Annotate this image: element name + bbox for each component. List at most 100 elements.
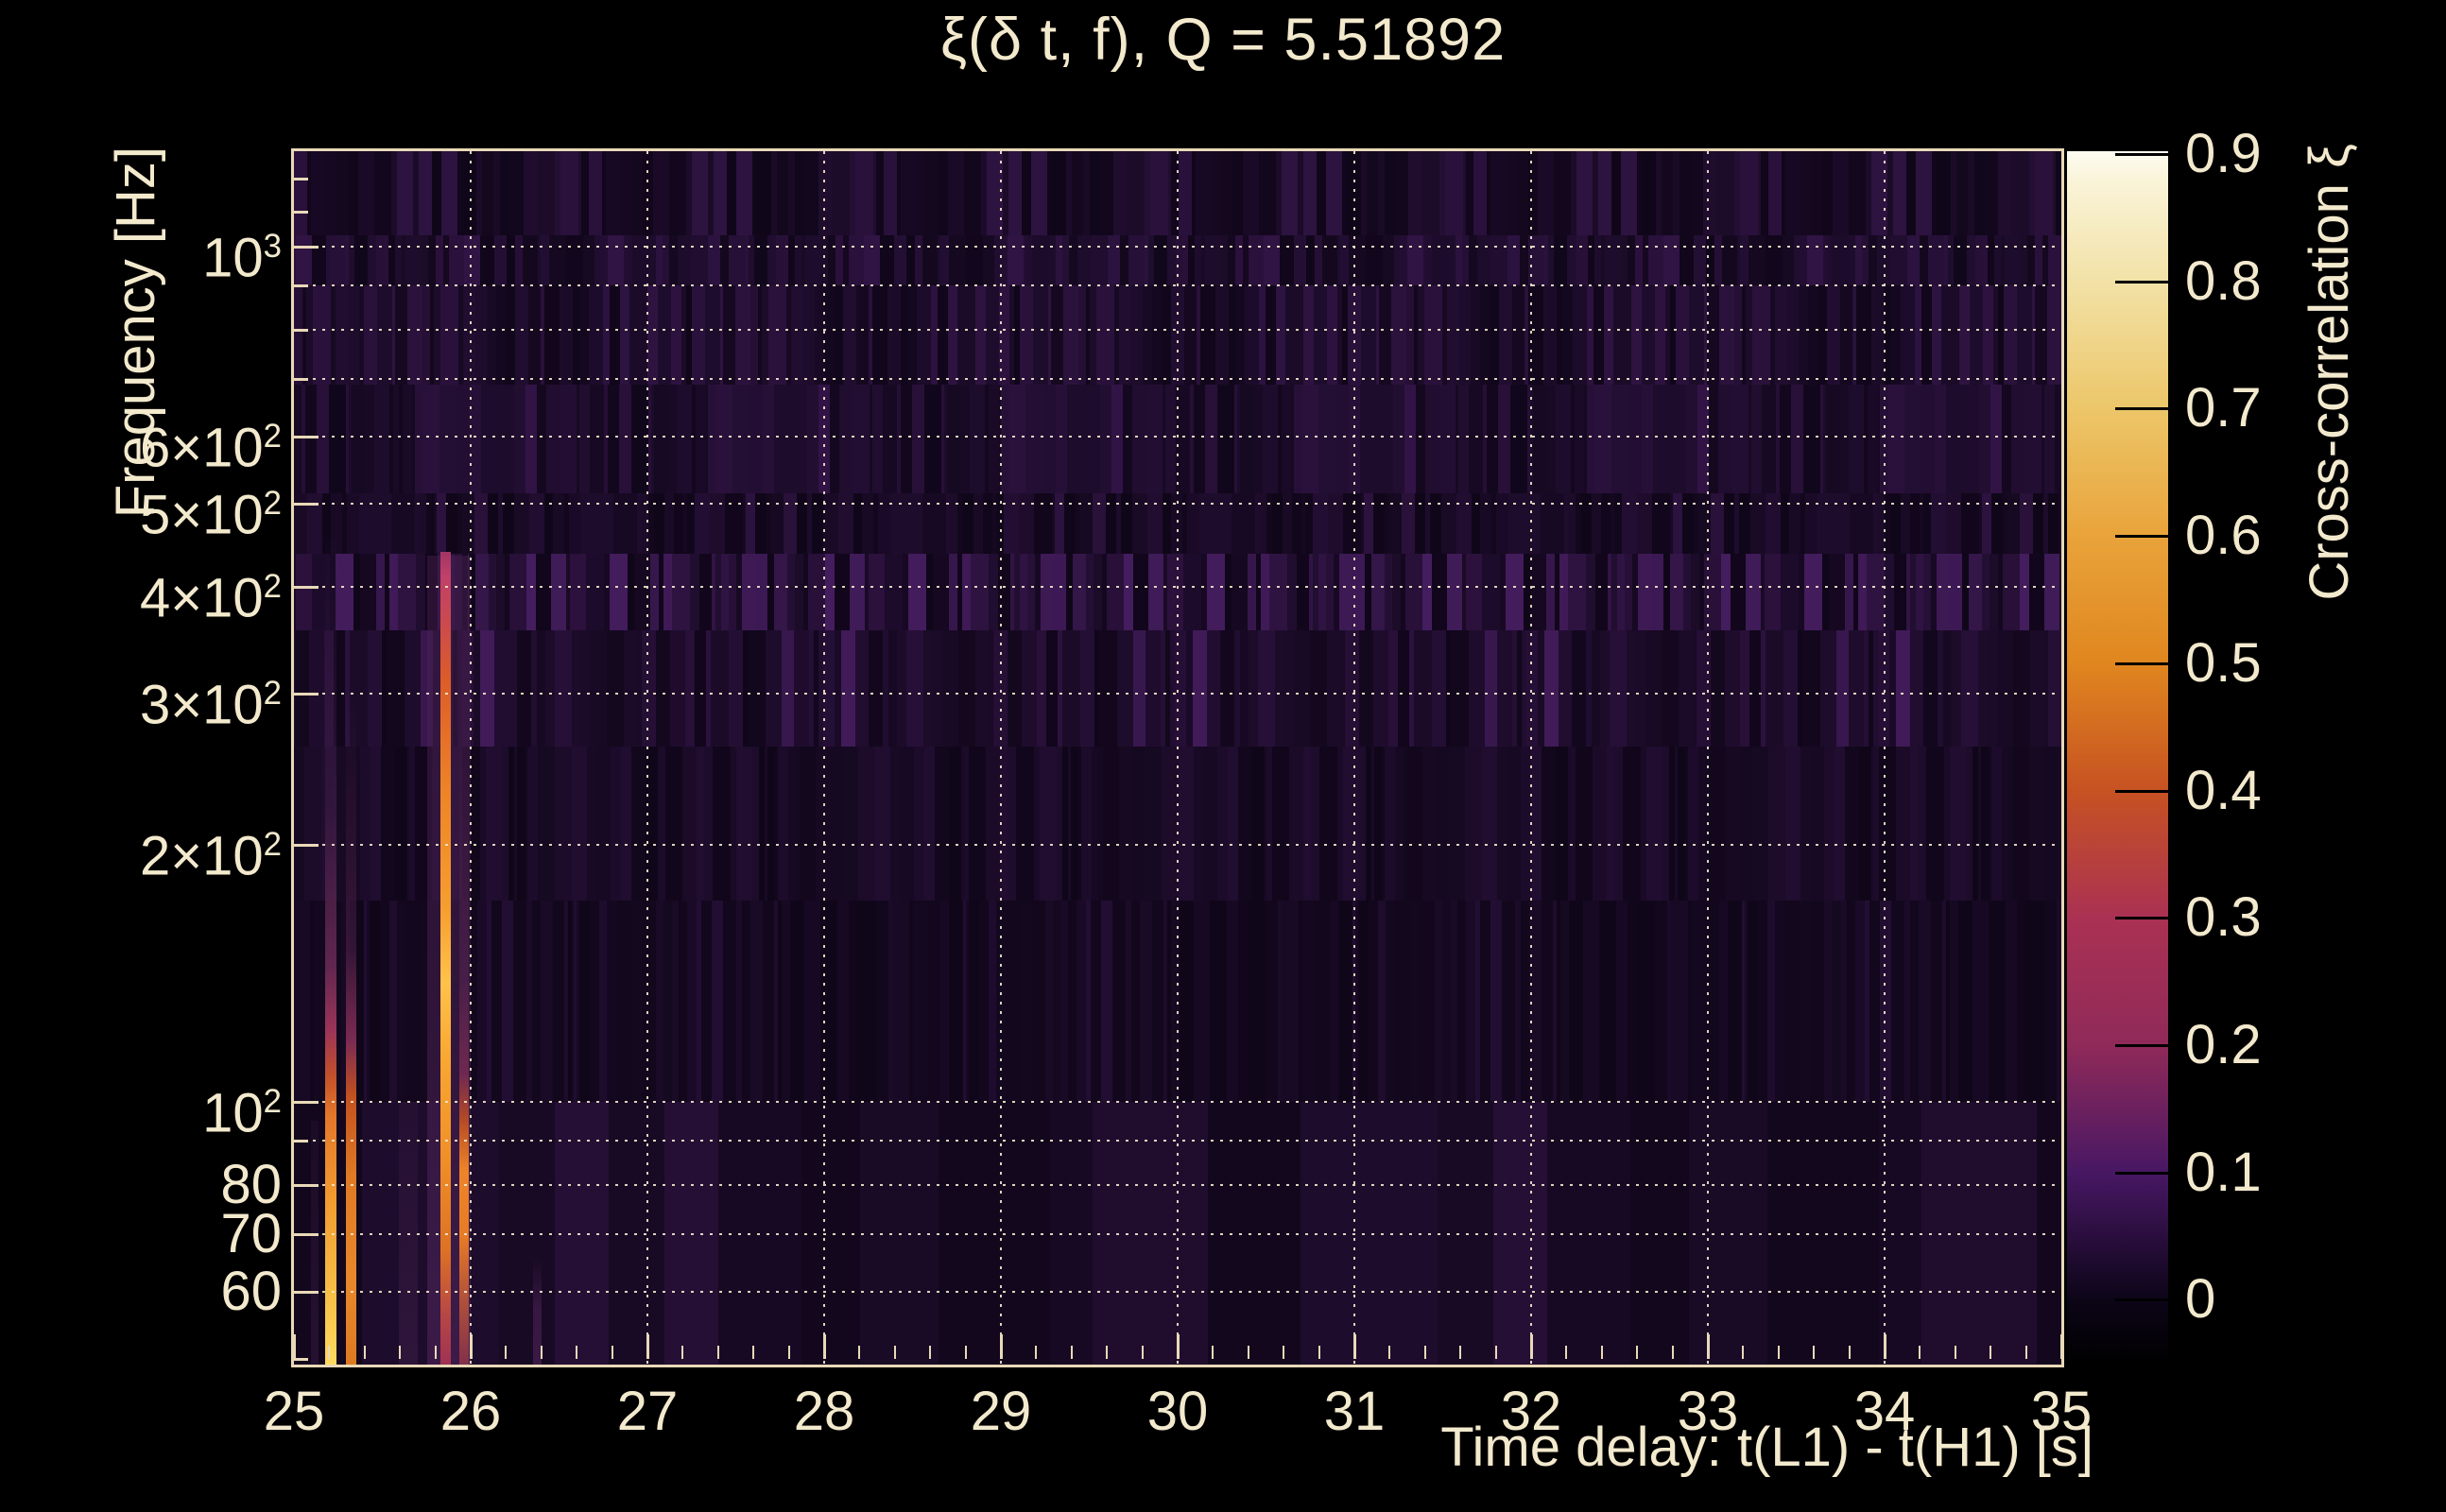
feature-streak-main — [439, 551, 451, 1365]
exponent: 2 — [263, 485, 282, 523]
x-tick-label: 29 — [970, 1381, 1032, 1442]
x-tick-minor — [1106, 1346, 1109, 1359]
colorbar — [2067, 151, 2168, 1365]
colorbar-tick-label: 0.1 — [2185, 1141, 2262, 1203]
y-tick-label: 3×102 — [139, 674, 282, 736]
x-tick-major — [646, 1334, 649, 1359]
y-tick-label: 70 — [220, 1203, 282, 1265]
colorbar-tick — [2115, 662, 2168, 665]
y-tick-minor — [294, 284, 308, 288]
x-tick-label: 31 — [1323, 1381, 1386, 1442]
y-tick-label: 80 — [220, 1153, 282, 1215]
x-tick-major — [1177, 1334, 1180, 1359]
feature-streak-4 — [458, 719, 469, 1365]
y-tick-minor — [294, 178, 308, 181]
x-tick-label: 33 — [1677, 1381, 1739, 1442]
y-tick-label: 60 — [220, 1260, 282, 1322]
y-tick-major — [294, 1101, 319, 1104]
x-tick-minor — [1919, 1346, 1921, 1359]
x-gridline — [1353, 151, 1355, 1365]
x-tick-major — [1353, 1334, 1356, 1359]
x-tick-minor — [1459, 1346, 1462, 1359]
x-tick-major — [2060, 1334, 2061, 1359]
x-tick-minor — [1671, 1346, 1674, 1359]
y-tick-label: 4×102 — [139, 567, 282, 629]
y-tick-label: 103 — [202, 227, 282, 289]
y-tick-major — [294, 1183, 319, 1187]
x-gridline — [646, 151, 648, 1365]
x-tick-major — [1707, 1334, 1710, 1359]
colorbar-tick — [2115, 153, 2168, 156]
exponent: 3 — [263, 228, 282, 265]
feature-faint-streak — [311, 1121, 319, 1365]
y-tick-major — [294, 503, 319, 507]
x-tick-minor — [1283, 1346, 1285, 1359]
x-tick-minor — [1636, 1346, 1639, 1359]
x-tick-minor — [1990, 1346, 1992, 1359]
x-tick-minor — [1954, 1346, 1956, 1359]
x-tick-minor — [1742, 1346, 1745, 1359]
x-tick-minor — [611, 1346, 613, 1359]
x-tick-minor — [1565, 1346, 1568, 1359]
x-tick-label: 32 — [1500, 1381, 1562, 1442]
colorbar-tick-label: 0.5 — [2185, 631, 2262, 694]
feature-streak-5 — [532, 1256, 542, 1365]
x-tick-label: 25 — [263, 1381, 325, 1442]
x-tick-minor — [752, 1346, 755, 1359]
x-tick-minor — [1318, 1346, 1320, 1359]
x-tick-major — [1000, 1334, 1003, 1359]
x-gridline — [1000, 151, 1002, 1365]
x-tick-minor — [328, 1346, 331, 1359]
x-tick-minor — [505, 1346, 508, 1359]
colorbar-tick — [2115, 280, 2168, 284]
x-tick-minor — [1777, 1346, 1780, 1359]
x-gridline — [1530, 151, 1532, 1365]
colorbar-tick — [2115, 407, 2168, 411]
y-tick-label: 6×102 — [139, 417, 282, 479]
x-tick-minor — [681, 1346, 684, 1359]
x-tick-major — [1530, 1334, 1533, 1359]
feature-haze-column — [398, 1102, 418, 1365]
x-tick-label: 30 — [1146, 1381, 1209, 1442]
x-tick-minor — [434, 1346, 437, 1359]
x-tick-minor — [964, 1346, 967, 1359]
exponent: 2 — [263, 675, 282, 713]
x-gridline — [823, 151, 825, 1365]
x-tick-minor — [1141, 1346, 1144, 1359]
x-gridline — [1177, 151, 1179, 1365]
colorbar-tick — [2115, 917, 2168, 920]
colorbar-tick — [2115, 535, 2168, 539]
y-tick-label: 5×102 — [139, 484, 282, 546]
colorbar-tick-label: 0.9 — [2185, 123, 2262, 184]
x-tick-minor — [716, 1346, 719, 1359]
x-tick-minor — [1423, 1346, 1426, 1359]
x-tick-minor — [363, 1346, 366, 1359]
colorbar-tick-label: 0.3 — [2185, 886, 2262, 949]
feature-streak-2 — [346, 694, 357, 1365]
x-tick-minor — [576, 1346, 578, 1359]
x-tick-minor — [1813, 1346, 1816, 1359]
colorbar-tick — [2115, 1043, 2168, 1047]
x-tick-minor — [540, 1346, 543, 1359]
y-tick-major — [294, 693, 319, 696]
x-tick-minor — [1600, 1346, 1603, 1359]
colorbar-tick-label: 0.7 — [2185, 377, 2262, 439]
x-tick-minor — [1212, 1346, 1214, 1359]
y-tick-major — [294, 246, 319, 249]
x-tick-minor — [893, 1346, 896, 1359]
x-tick-major — [294, 1334, 296, 1359]
x-axis-title: Time delay: t(L1) - t(H1) [s] — [1440, 1417, 2093, 1478]
y-tick-major — [294, 1233, 319, 1237]
y-tick-label: 102 — [202, 1082, 282, 1144]
x-tick-minor — [1848, 1346, 1851, 1359]
y-tick-minor — [294, 328, 308, 332]
x-tick-label: 28 — [793, 1381, 855, 1442]
x-tick-minor — [1388, 1346, 1391, 1359]
x-gridline — [1707, 151, 1709, 1365]
x-tick-minor — [1247, 1346, 1249, 1359]
x-tick-minor — [1494, 1346, 1497, 1359]
x-tick-label: 26 — [439, 1381, 502, 1442]
colorbar-tick — [2115, 1298, 2168, 1302]
x-tick-minor — [399, 1346, 402, 1359]
y-tick-minor — [294, 1140, 308, 1143]
